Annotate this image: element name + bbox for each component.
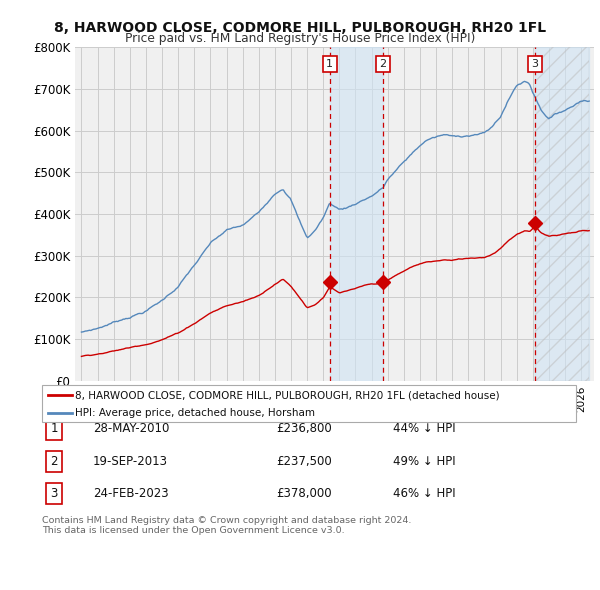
- Text: 3: 3: [532, 59, 539, 69]
- Text: 3: 3: [50, 487, 58, 500]
- Text: 49% ↓ HPI: 49% ↓ HPI: [393, 455, 455, 468]
- Text: £236,800: £236,800: [276, 422, 332, 435]
- Text: £378,000: £378,000: [276, 487, 332, 500]
- Text: 2: 2: [380, 59, 387, 69]
- Text: 1: 1: [50, 422, 58, 435]
- Text: 2: 2: [50, 455, 58, 468]
- Bar: [535, 47, 589, 381]
- Text: 19-SEP-2013: 19-SEP-2013: [93, 455, 168, 468]
- Text: 46% ↓ HPI: 46% ↓ HPI: [393, 487, 455, 500]
- Text: 1: 1: [326, 59, 334, 69]
- Text: This data is licensed under the Open Government Licence v3.0.: This data is licensed under the Open Gov…: [42, 526, 344, 535]
- Text: Price paid vs. HM Land Registry's House Price Index (HPI): Price paid vs. HM Land Registry's House …: [125, 32, 475, 45]
- Text: 44% ↓ HPI: 44% ↓ HPI: [393, 422, 455, 435]
- Text: 8, HARWOOD CLOSE, CODMORE HILL, PULBOROUGH, RH20 1FL: 8, HARWOOD CLOSE, CODMORE HILL, PULBOROU…: [54, 21, 546, 35]
- Text: 24-FEB-2023: 24-FEB-2023: [93, 487, 169, 500]
- Text: HPI: Average price, detached house, Horsham: HPI: Average price, detached house, Hors…: [75, 408, 315, 418]
- Text: Contains HM Land Registry data © Crown copyright and database right 2024.: Contains HM Land Registry data © Crown c…: [42, 516, 412, 525]
- Text: 28-MAY-2010: 28-MAY-2010: [93, 422, 169, 435]
- Text: 8, HARWOOD CLOSE, CODMORE HILL, PULBOROUGH, RH20 1FL (detached house): 8, HARWOOD CLOSE, CODMORE HILL, PULBOROU…: [75, 390, 500, 400]
- Text: £237,500: £237,500: [276, 455, 332, 468]
- Bar: [330, 47, 383, 381]
